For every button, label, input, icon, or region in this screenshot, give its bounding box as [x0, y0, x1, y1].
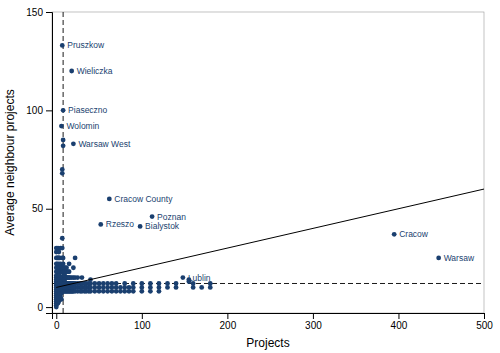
x-axis-title: Projects	[246, 336, 289, 350]
y-tick-label: 0	[37, 302, 43, 313]
point	[61, 108, 66, 113]
point	[97, 281, 102, 286]
point	[73, 256, 78, 261]
point	[150, 214, 155, 219]
y-tick-label: 100	[26, 105, 43, 116]
marks	[52, 12, 484, 313]
point	[180, 275, 185, 280]
point	[118, 285, 123, 290]
x-tick: 500	[476, 313, 493, 331]
y-tick: 100	[26, 105, 52, 116]
x-tick-label: 0	[54, 320, 60, 331]
point	[59, 124, 64, 129]
y-tick-label: 150	[26, 7, 43, 18]
point	[199, 285, 204, 290]
point-label: Cracow	[399, 229, 429, 239]
y-tick-mark	[46, 307, 52, 308]
x-tick: 100	[134, 313, 151, 331]
y-tick-mark	[46, 110, 52, 111]
point-labels: Pruszkow Wieliczka Piaseczno Wolomin Warsaw …	[66, 40, 474, 282]
point	[436, 256, 441, 261]
y-tick: 150	[26, 7, 52, 18]
point	[61, 137, 66, 142]
point	[71, 141, 76, 146]
point-label: Warsaw West	[78, 139, 131, 149]
point-label: Rzeszo	[106, 219, 135, 229]
point	[131, 281, 136, 286]
point	[165, 281, 170, 286]
point	[66, 269, 71, 274]
point	[59, 297, 64, 302]
point	[61, 143, 66, 148]
y-axis: 0 50 100 150	[26, 7, 52, 314]
point	[67, 269, 72, 274]
x-tick-mark	[484, 313, 485, 319]
point	[71, 265, 76, 270]
x-tick-mark	[227, 313, 228, 319]
point	[60, 167, 65, 172]
x-tick: 400	[391, 313, 408, 331]
point-label: Lublin	[188, 273, 211, 283]
point	[139, 281, 144, 286]
y-tick: 50	[32, 203, 52, 214]
point	[75, 275, 80, 280]
x-tick-label: 400	[391, 320, 408, 331]
y-tick-mark	[46, 209, 52, 210]
plot: 0 100 200 300 400 500 0 50 100 150 Projects Average…	[3, 7, 493, 350]
point	[392, 232, 397, 237]
point-label: Bialystok	[145, 221, 180, 231]
x-tick: 0	[54, 313, 60, 331]
x-tick-label: 100	[134, 320, 151, 331]
x-tick-label: 200	[220, 320, 237, 331]
point	[157, 281, 162, 286]
point-label: Wieliczka	[77, 66, 113, 76]
y-tick-mark	[46, 12, 52, 13]
fit-line	[56, 189, 484, 287]
point	[60, 246, 65, 251]
x-axis: 0 100 200 300 400 500	[53, 313, 494, 331]
point	[98, 222, 103, 227]
point-label: Wolomin	[66, 121, 99, 131]
point-label: Poznan	[157, 212, 186, 222]
y-axis-line	[46, 13, 53, 314]
point	[92, 281, 97, 286]
x-axis-line	[53, 314, 485, 320]
point	[107, 196, 112, 201]
x-tick-label: 300	[305, 320, 322, 331]
point	[122, 281, 127, 286]
point	[67, 261, 72, 266]
point	[148, 281, 153, 286]
point	[138, 224, 143, 229]
point	[61, 256, 66, 261]
point-label: Warsaw	[444, 253, 475, 263]
point	[109, 281, 114, 286]
x-tick: 200	[220, 313, 237, 331]
y-tick: 0	[37, 302, 52, 313]
y-tick-label: 50	[32, 203, 44, 214]
point-label: Pruszkow	[67, 40, 105, 50]
x-tick-label: 500	[476, 320, 493, 331]
scatter-series	[59, 43, 441, 280]
point-label: Piaseczno	[68, 105, 107, 115]
point	[60, 236, 65, 241]
plot-frame	[52, 12, 484, 313]
x-tick-mark	[142, 313, 143, 319]
point	[80, 275, 85, 280]
scatter-series	[54, 137, 213, 309]
point	[127, 285, 132, 290]
point	[101, 281, 106, 286]
point	[69, 69, 74, 74]
chart: 0 100 200 300 400 500 0 50 100 150 Projects Average…	[0, 0, 500, 353]
x-tick-mark	[56, 313, 57, 319]
point	[174, 281, 179, 286]
point	[60, 256, 65, 261]
point	[114, 281, 119, 286]
x-tick-mark	[398, 313, 399, 319]
point-label: Cracow County	[114, 194, 173, 204]
x-tick: 300	[305, 313, 322, 331]
point	[105, 281, 110, 286]
x-tick-mark	[313, 313, 314, 319]
y-axis-title: Average neighbour projects	[3, 89, 17, 236]
point	[60, 43, 65, 48]
